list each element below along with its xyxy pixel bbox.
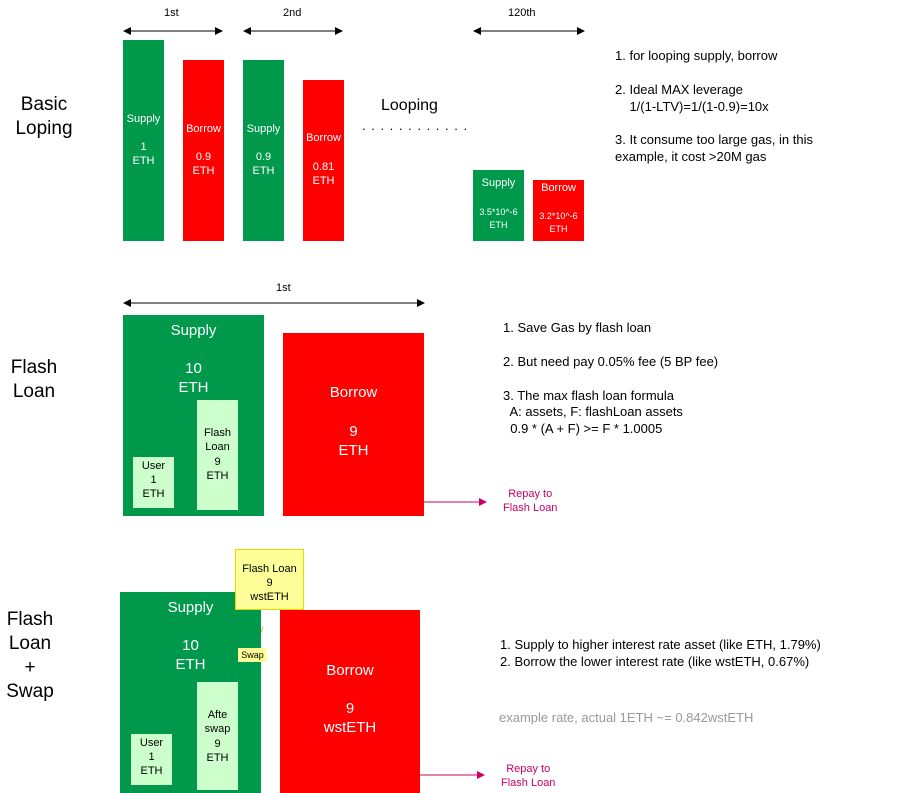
looping-dots: . . . . . . . . . . . . bbox=[362, 118, 469, 133]
bar-title: Borrow bbox=[541, 182, 576, 194]
swap-borrow-box: Borrow 9 wstETH bbox=[280, 610, 420, 793]
after-swap-box: Afte swap 9 ETH bbox=[197, 682, 238, 790]
flash-loan-label: Flash Loan 9 ETH bbox=[204, 427, 231, 482]
supply-title: Supply bbox=[167, 599, 214, 616]
section-title-flash-loan-swap: Flash Loan + Swap bbox=[6, 609, 54, 703]
basic-supply-bar-2: Supply 0.9 ETH bbox=[243, 60, 284, 241]
flash-borrow-box: Borrow 9 ETH bbox=[283, 333, 424, 516]
borrow-value: 9 ETH bbox=[338, 423, 369, 459]
swap-repay-label: Repay to Flash Loan bbox=[501, 763, 556, 790]
flash-loan-label: Flash Loan 9 wstETH bbox=[242, 563, 297, 603]
span-label-120th: 120th bbox=[508, 7, 536, 19]
supply-value: 10 ETH bbox=[178, 360, 209, 396]
user-label: User 1 ETH bbox=[141, 460, 166, 500]
bar-title: Supply bbox=[126, 113, 161, 125]
bar-value: 1 ETH bbox=[132, 141, 155, 167]
bar-title: Supply bbox=[481, 177, 516, 189]
borrow-title: Borrow bbox=[326, 662, 374, 679]
basic-supply-bar-1: Supply 1 ETH bbox=[123, 40, 164, 241]
basic-supply-bar-120th: Supply 3.5*10^-6 ETH bbox=[473, 170, 524, 241]
span-label-flash-1st: 1st bbox=[276, 282, 291, 294]
span-label-1st: 1st bbox=[164, 7, 179, 19]
flash-loan-box: Flash Loan 9 ETH bbox=[197, 400, 238, 510]
bar-value: 0.9 ETH bbox=[252, 151, 275, 177]
swap-flash-loan-box: Flash Loan 9 wstETH bbox=[235, 549, 304, 610]
bar-value: 0.9 ETH bbox=[192, 151, 215, 177]
user-label: User 1 ETH bbox=[139, 737, 164, 777]
supply-title: Supply bbox=[170, 322, 217, 339]
swap-user-box: User 1 ETH bbox=[131, 734, 172, 785]
bar-title: Borrow bbox=[186, 123, 221, 135]
swap-notes: 1. Supply to higher interest rate asset … bbox=[500, 637, 821, 669]
looping-label: Looping bbox=[381, 97, 438, 114]
flash-user-box: User 1 ETH bbox=[133, 457, 174, 508]
swap-label-box: Swap bbox=[238, 648, 267, 662]
swap-label: Swap bbox=[241, 650, 264, 660]
supply-value: 10 ETH bbox=[175, 637, 206, 673]
basic-borrow-bar-120th: Borrow 3.2*10^-6 ETH bbox=[533, 180, 584, 241]
basic-borrow-bar-1: Borrow 0.9 ETH bbox=[183, 60, 224, 241]
swap-example-note: example rate, actual 1ETH ~= 0.842wstETH bbox=[499, 710, 754, 725]
basic-borrow-bar-2: Borrow 0.81 ETH bbox=[303, 80, 344, 241]
flash-repay-label: Repay to Flash Loan bbox=[503, 488, 558, 515]
basic-notes: 1. for looping supply, borrow 2. Ideal M… bbox=[615, 48, 813, 165]
bar-value: 3.2*10^-6 ETH bbox=[539, 211, 578, 235]
section-title-flash-loan: Flash Loan bbox=[10, 357, 58, 403]
flash-notes: 1. Save Gas by flash loan 2. But need pa… bbox=[503, 320, 719, 437]
borrow-value: 9 wstETH bbox=[323, 700, 377, 736]
bar-value: 0.81 ETH bbox=[312, 161, 335, 187]
bar-value: 3.5*10^-6 ETH bbox=[479, 207, 518, 231]
bar-title: Supply bbox=[246, 123, 281, 135]
bar-title: Borrow bbox=[306, 132, 341, 144]
borrow-title: Borrow bbox=[329, 384, 378, 401]
span-label-2nd: 2nd bbox=[283, 7, 302, 19]
section-title-basic-looping: Basic Loping bbox=[15, 94, 73, 140]
after-swap-label: Afte swap 9 ETH bbox=[204, 709, 231, 764]
